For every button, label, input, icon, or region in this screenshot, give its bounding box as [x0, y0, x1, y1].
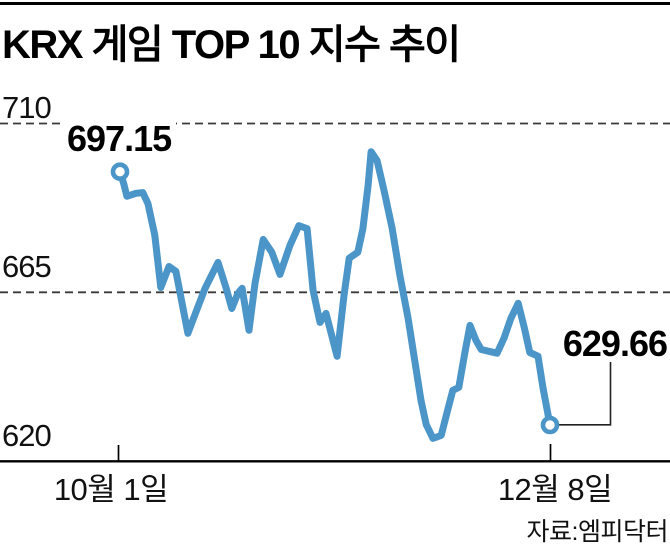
y-tick-label-710: 710 [2, 90, 52, 125]
y-tick-label-665: 665 [2, 249, 52, 284]
top-rule [0, 2, 670, 5]
y-tick-label-620: 620 [2, 418, 52, 453]
x-tick-label-oct1: 10월 1일 [53, 472, 169, 507]
start-value-annotation: 697.15 [62, 121, 177, 157]
end-point-marker [540, 415, 560, 435]
x-tick-label-dec8: 12월 8일 [497, 472, 613, 507]
chart-title: KRX 게임 TOP 10 지수 추이 [2, 23, 461, 67]
start-point-marker [110, 162, 130, 181]
end-value-annotation: 629.66 [562, 323, 668, 364]
source-credit: 자료:엠피닥터 [526, 518, 669, 546]
end-value-callout-line [557, 362, 612, 426]
index-series-line [116, 148, 554, 442]
